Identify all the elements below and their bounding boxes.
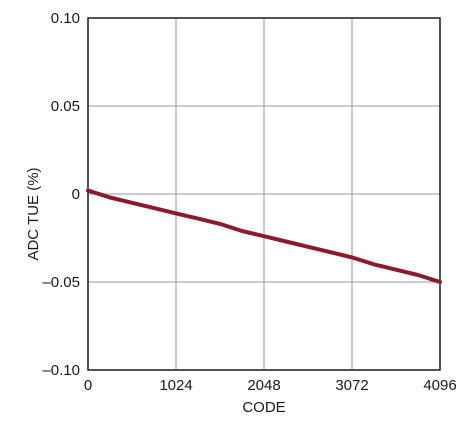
y-tick-label: 0 — [72, 186, 80, 203]
x-tick-label: 0 — [84, 377, 92, 394]
series-line — [86, 188, 442, 284]
y-tick-labels: 0.10 0.05 0 –0.05 –0.10 — [42, 10, 80, 379]
x-axis-label: CODE — [242, 399, 285, 416]
grid — [87, 17, 441, 371]
y-tick-label: 0.10 — [51, 10, 80, 27]
x-tick-label: 1024 — [159, 377, 192, 394]
x-tick-label: 2048 — [247, 377, 280, 394]
x-tick-labels: 0 1024 2048 3072 4096 — [84, 377, 457, 394]
y-tick-label: 0.05 — [51, 98, 80, 115]
series-group — [86, 188, 442, 284]
x-tick-label: 3072 — [335, 377, 368, 394]
plot-frame — [87, 17, 441, 371]
x-tick-label: 4096 — [423, 377, 456, 394]
y-axis-label: ADC TUE (%) — [25, 167, 42, 260]
y-tick-label: –0.10 — [42, 362, 80, 379]
y-tick-label: –0.05 — [42, 274, 80, 291]
